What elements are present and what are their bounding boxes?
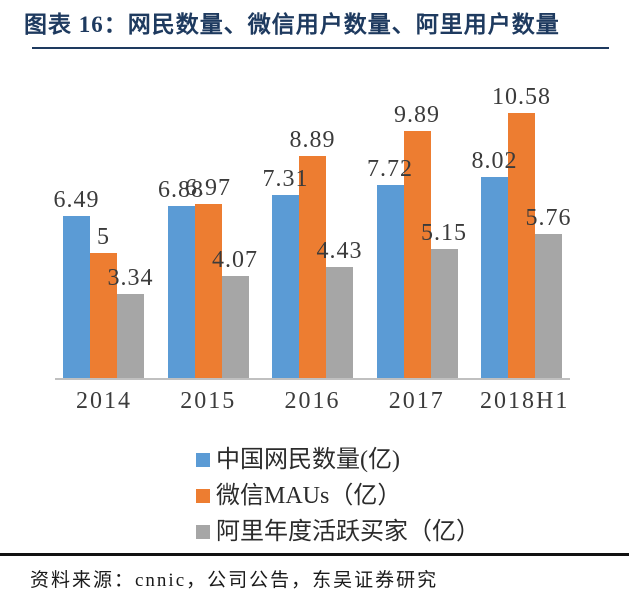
legend-label-alibaba-active-buyers: 阿里年度活跃买家（亿） xyxy=(216,518,480,545)
plot-area: 6.49 5 3.34 6.88 6.97 4.07 7.31 8.89 4.43 7.72 9.8… xyxy=(54,57,571,380)
bar-alibaba-active-buyers-2014 xyxy=(117,293,144,378)
x-axis-label-2017: 2017 xyxy=(388,387,445,414)
bar-value-label-china-netizens-2016: 7.31 xyxy=(262,165,309,192)
bar-china-netizens-2014 xyxy=(63,215,90,378)
legend-swatch-alibaba-active-buyers xyxy=(196,524,210,539)
bar-group-2017: 7.72 9.89 5.15 xyxy=(367,57,466,378)
legend-item-china-netizens: 中国网民数量(亿) xyxy=(196,445,629,475)
bar-china-netizens-2015 xyxy=(167,205,195,378)
bar-column-china-netizens-2015: 6.88 xyxy=(158,57,203,378)
bar-column-china-netizens-2017: 7.72 xyxy=(367,57,412,378)
bar-china-netizens-2017 xyxy=(376,184,404,378)
bar-value-label-wechat-maus-2018H1: 10.58 xyxy=(492,83,551,110)
bar-group-2016: 7.31 8.89 4.43 xyxy=(263,57,362,378)
bar-value-label-alibaba-active-buyers-2016: 4.43 xyxy=(316,237,363,264)
bar-wechat-maus-2018H1 xyxy=(508,112,535,378)
bar-value-label-wechat-maus-2017: 9.89 xyxy=(394,101,440,128)
bar-wechat-maus-2016 xyxy=(299,155,326,378)
legend-swatch-wechat-maus xyxy=(196,488,210,503)
bar-value-label-china-netizens-2014: 6.49 xyxy=(53,186,100,213)
x-axis-label-2015: 2015 xyxy=(180,387,237,414)
legend-item-alibaba-active-buyers: 阿里年度活跃买家（亿） xyxy=(196,517,629,547)
bar-value-label-wechat-maus-2014: 5 xyxy=(97,223,110,250)
x-axis-label-2018H1: 2018H1 xyxy=(480,387,570,414)
bar-wechat-maus-2014 xyxy=(90,252,117,378)
bar-column-alibaba-active-buyers-2014: 3.34 xyxy=(108,57,153,378)
figure-header: 图表 16：网民数量、微信用户数量、阿里用户数量 xyxy=(0,0,629,49)
x-axis-labels: 2014 2015 2016 2017 2018H1 xyxy=(55,388,570,415)
legend-label-china-netizens: 中国网民数量(亿) xyxy=(216,446,400,473)
bar-value-label-china-netizens-2017: 7.72 xyxy=(367,155,413,182)
bar-wechat-maus-2017 xyxy=(403,130,431,378)
footer-divider xyxy=(0,553,629,556)
bar-value-label-china-netizens-2018H1: 8.02 xyxy=(471,147,518,174)
bar-value-label-wechat-maus-2015: 6.97 xyxy=(185,174,231,201)
bar-chart: 6.49 5 3.34 6.88 6.97 4.07 7.31 8.89 4.43 7.72 9.8… xyxy=(54,57,571,415)
bar-alibaba-active-buyers-2018H1 xyxy=(535,233,562,378)
bar-china-netizens-2018H1 xyxy=(481,176,508,378)
bar-group-2015: 6.88 6.97 4.07 xyxy=(158,57,257,378)
bar-value-label-alibaba-active-buyers-2015: 4.07 xyxy=(212,246,258,273)
bar-column-alibaba-active-buyers-2016: 4.43 xyxy=(317,57,362,378)
bar-column-wechat-maus-2018H1: 10.58 xyxy=(492,57,550,378)
bar-column-wechat-maus-2015: 6.97 xyxy=(185,57,230,378)
bar-value-label-china-netizens-2015: 6.88 xyxy=(158,176,204,203)
x-axis-label-2016: 2016 xyxy=(284,387,341,414)
bar-value-label-alibaba-active-buyers-2014: 3.34 xyxy=(107,264,154,291)
bar-alibaba-active-buyers-2015 xyxy=(221,275,249,378)
bar-column-china-netizens-2018H1: 8.02 xyxy=(472,57,517,378)
bar-column-china-netizens-2014: 6.49 xyxy=(54,57,99,378)
bar-column-alibaba-active-buyers-2017: 5.15 xyxy=(421,57,466,378)
bar-column-wechat-maus-2014: 5 xyxy=(90,57,117,378)
title-divider xyxy=(32,46,609,49)
legend-label-wechat-maus: 微信MAUs（亿） xyxy=(216,482,402,509)
bar-value-label-alibaba-active-buyers-2017: 5.15 xyxy=(421,219,467,246)
figure-footer: 资料来源：cnnic，公司公告，东吴证券研究 xyxy=(0,553,629,592)
bar-group-2018H1: 8.02 10.58 5.76 xyxy=(472,57,571,378)
bar-wechat-maus-2015 xyxy=(194,203,222,378)
source-note: 资料来源：cnnic，公司公告，东吴证券研究 xyxy=(30,570,439,591)
legend-swatch-china-netizens xyxy=(196,452,210,467)
bar-column-alibaba-active-buyers-2018H1: 5.76 xyxy=(526,57,571,378)
bar-column-china-netizens-2016: 7.31 xyxy=(263,57,308,378)
bar-column-alibaba-active-buyers-2015: 4.07 xyxy=(212,57,257,378)
x-axis-label-2014: 2014 xyxy=(76,387,132,414)
bar-value-label-wechat-maus-2016: 8.89 xyxy=(289,126,336,153)
bar-column-wechat-maus-2016: 8.89 xyxy=(290,57,335,378)
bar-alibaba-active-buyers-2016 xyxy=(326,266,353,378)
legend-item-wechat-maus: 微信MAUs（亿） xyxy=(196,481,629,511)
chart-legend: 中国网民数量(亿) 微信MAUs（亿） 阿里年度活跃买家（亿） xyxy=(196,445,629,547)
bar-group-2014: 6.49 5 3.34 xyxy=(54,57,153,378)
chart-title: 图表 16：网民数量、微信用户数量、阿里用户数量 xyxy=(24,12,560,37)
bar-alibaba-active-buyers-2017 xyxy=(430,248,458,378)
bar-column-wechat-maus-2017: 9.89 xyxy=(394,57,439,378)
bar-value-label-alibaba-active-buyers-2018H1: 5.76 xyxy=(525,204,572,231)
bar-china-netizens-2016 xyxy=(272,194,299,378)
